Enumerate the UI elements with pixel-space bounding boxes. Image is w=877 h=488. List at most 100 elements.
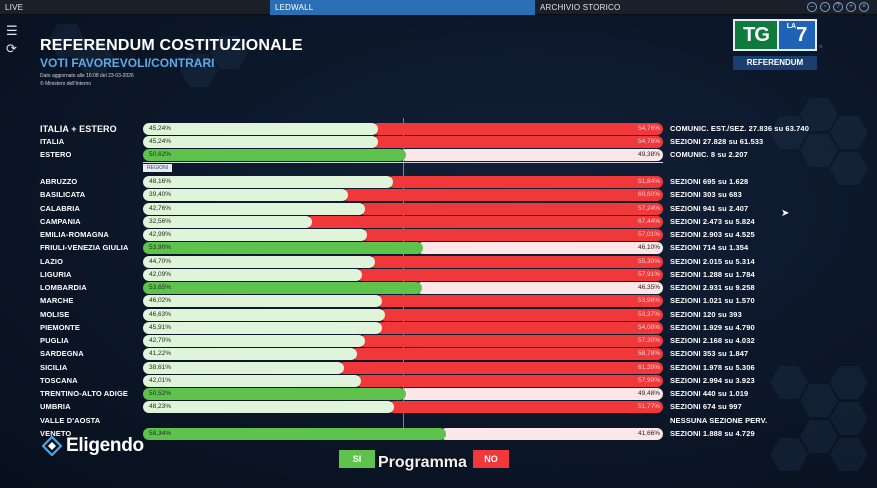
- no-percent: 57,24%: [637, 205, 660, 212]
- no-segment: 54,76%: [372, 136, 663, 148]
- no-segment: 58,78%: [351, 348, 663, 360]
- si-segment: 45,24%: [143, 136, 378, 148]
- no-percent: 51,77%: [637, 403, 660, 410]
- no-percent: 54,76%: [637, 125, 660, 132]
- sezioni-count: SEZIONI 2.015 su 5.314: [670, 257, 755, 266]
- tab-ledwall[interactable]: LEDWALL: [270, 0, 535, 15]
- si-percent: 42,76%: [149, 205, 172, 212]
- result-bar: 49,48% 50,52%: [143, 388, 663, 400]
- no-segment: 54,09%: [376, 322, 663, 334]
- no-percent: 53,98%: [637, 297, 660, 304]
- si-segment: 46,63%: [143, 309, 385, 321]
- si-percent: 46,02%: [149, 297, 172, 304]
- si-segment: 50,62%: [143, 149, 406, 161]
- no-percent: 46,10%: [637, 244, 660, 251]
- result-bar: 41,66% 58,34%: [143, 428, 663, 440]
- row-name: UMBRIA: [40, 402, 71, 411]
- expand-icon[interactable]: +: [846, 2, 856, 12]
- no-segment: 53,98%: [376, 295, 663, 307]
- refresh-icon[interactable]: ⟳: [6, 41, 17, 56]
- result-bar: 57,24% 42,76%: [143, 203, 663, 215]
- si-segment: 48,23%: [143, 401, 394, 413]
- update-timestamp: Dato aggiornato alle 16:08 del 23-03-202…: [40, 73, 134, 79]
- row-name: LIGURIA: [40, 270, 72, 279]
- sezioni-count: SEZIONI 1.288 su 1.784: [670, 270, 755, 279]
- si-percent: 41,22%: [149, 350, 172, 357]
- result-bar: 54,09% 45,91%: [143, 322, 663, 334]
- si-percent: 38,61%: [149, 364, 172, 371]
- row-name: LOMBARDIA: [40, 283, 87, 292]
- sezioni-count: SEZIONI 2.994 su 3.923: [670, 376, 755, 385]
- help-icon[interactable]: ?: [833, 2, 843, 12]
- logo-tg: TG: [733, 19, 779, 51]
- sezioni-count: SEZIONI 674 su 997: [670, 402, 742, 411]
- row-name: VALLE D'AOSTA: [40, 416, 101, 425]
- no-percent: 67,44%: [637, 218, 660, 225]
- si-percent: 50,62%: [149, 151, 172, 158]
- page-subtitle: VOTI FAVOREVOLI/CONTRARI: [40, 56, 215, 70]
- sezioni-count: NESSUNA SEZIONE PERV.: [670, 416, 768, 425]
- result-bar: 53,98% 46,02%: [143, 295, 663, 307]
- result-bar: 54,76% 45,24%: [143, 123, 663, 135]
- si-percent: 42,09%: [149, 271, 172, 278]
- menu-icon[interactable]: ☰: [6, 23, 18, 38]
- sezioni-count: SEZIONI 2.168 su 4.032: [670, 336, 755, 345]
- si-percent: 39,40%: [149, 191, 172, 198]
- minus-icon[interactable]: –: [807, 2, 817, 12]
- tab-live[interactable]: LIVE: [5, 3, 24, 12]
- row-name: LAZIO: [40, 257, 63, 266]
- sezioni-count: SEZIONI 1.888 su 4.729: [670, 429, 755, 438]
- eligendo-wordmark: Eligendo: [66, 435, 144, 456]
- no-percent: 57,30%: [637, 337, 660, 344]
- row-name: ESTERO: [40, 150, 72, 159]
- sezioni-count: SEZIONI 27.828 su 61.533: [670, 137, 764, 146]
- sezioni-count: SEZIONI 1.929 su 4.790: [670, 323, 755, 332]
- no-segment: 60,60%: [342, 189, 663, 201]
- result-bar: 67,44% 32,56%: [143, 216, 663, 228]
- row-name: FRIULI-VENEZIA GIULIA: [40, 243, 129, 252]
- no-segment: 49,48%: [400, 388, 663, 400]
- result-bar: 51,84% 48,16%: [143, 176, 663, 188]
- si-segment: 42,76%: [143, 203, 365, 215]
- si-percent: 48,16%: [149, 178, 172, 185]
- si-percent: 50,52%: [149, 390, 172, 397]
- close-icon[interactable]: ×: [859, 2, 869, 12]
- no-segment: 57,91%: [356, 269, 663, 281]
- restore-icon[interactable]: ◦: [820, 2, 830, 12]
- no-segment: 53,37%: [379, 309, 663, 321]
- row-name: VENETO: [40, 429, 72, 438]
- si-percent: 58,34%: [149, 430, 172, 437]
- mouse-cursor-icon: ➤: [781, 208, 790, 219]
- row-name: CALABRIA: [40, 204, 80, 213]
- result-bar: 46,35% 53,65%: [143, 282, 663, 294]
- row-name: TRENTINO-ALTO ADIGE: [40, 389, 129, 398]
- si-percent: 45,24%: [149, 125, 172, 132]
- row-name: ITALIA + ESTERO: [40, 124, 117, 134]
- no-percent: 60,60%: [637, 191, 660, 198]
- no-percent: 54,76%: [637, 138, 660, 145]
- row-name: CAMPANIA: [40, 217, 81, 226]
- no-percent: 55,30%: [637, 258, 660, 265]
- result-bar: 61,39% 38,61%: [143, 362, 663, 374]
- si-percent: 45,24%: [149, 138, 172, 145]
- no-percent: 57,91%: [637, 271, 660, 278]
- no-percent: 49,38%: [637, 151, 660, 158]
- result-bar: 54,76% 45,24%: [143, 136, 663, 148]
- row-name: ABRUZZO: [40, 177, 78, 186]
- row-name: MOLISE: [40, 310, 70, 319]
- no-segment: 54,76%: [372, 123, 663, 135]
- sezioni-count: SEZIONI 440 su 1.019: [670, 389, 749, 398]
- result-bar: 51,77% 48,23%: [143, 401, 663, 413]
- si-segment: 58,34%: [143, 428, 446, 440]
- si-segment: 53,90%: [143, 242, 423, 254]
- tab-archivio-storico[interactable]: ARCHIVIO STORICO: [540, 3, 621, 12]
- legend-no: NO: [473, 450, 509, 468]
- si-segment: 50,52%: [143, 388, 406, 400]
- no-percent: 61,39%: [637, 364, 660, 371]
- si-segment: 45,91%: [143, 322, 382, 334]
- legend-si: SI: [339, 450, 375, 468]
- si-percent: 42,01%: [149, 377, 172, 384]
- si-segment: 42,01%: [143, 375, 361, 387]
- si-segment: 42,09%: [143, 269, 362, 281]
- row-name: SICILIA: [40, 363, 68, 372]
